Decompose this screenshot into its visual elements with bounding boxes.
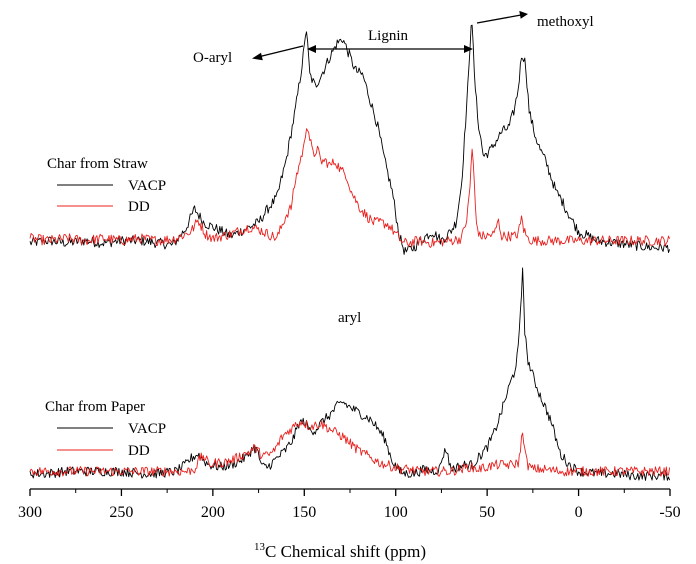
legend-label-paper-vacp: VACP xyxy=(128,421,166,437)
x-tick-label-150: 150 xyxy=(292,504,316,521)
x-tick-label-50: 50 xyxy=(479,504,495,521)
arrow-methoxyl xyxy=(476,14,522,24)
x-tick-label-250: 250 xyxy=(109,504,133,521)
series-paper-dd xyxy=(29,420,671,477)
legend-label-straw-dd: DD xyxy=(128,199,150,215)
arrow-o-aryl xyxy=(257,45,304,58)
series-layer xyxy=(29,24,671,481)
x-axis-label: 13C Chemical shift (ppm) xyxy=(254,541,426,561)
arrow-lignin-head-right xyxy=(464,45,473,53)
x-tick-label-200: 200 xyxy=(201,504,225,521)
annotation-lignin: Lignin xyxy=(368,28,408,44)
annotation-o-aryl: O-aryl xyxy=(193,50,232,66)
series-paper-vacp xyxy=(29,267,671,481)
x-ticks: 300 250 200 150 100 50 0 -50 xyxy=(18,489,681,521)
x-axis-label-sup: 13 xyxy=(254,541,266,553)
x-tick-label--50: -50 xyxy=(659,504,680,521)
arrow-o-aryl-head xyxy=(252,52,263,61)
legend-title-straw: Char from Straw xyxy=(47,156,148,172)
x-tick-label-100: 100 xyxy=(384,504,408,521)
annotation-methoxyl: methoxyl xyxy=(537,14,594,30)
legend-label-straw-vacp: VACP xyxy=(128,178,166,194)
x-tick-label-300: 300 xyxy=(18,504,42,521)
x-tick-label-0: 0 xyxy=(575,504,583,521)
series-straw-vacp xyxy=(29,24,671,255)
legend-title-paper: Char from Paper xyxy=(45,399,145,415)
legend-label-paper-dd: DD xyxy=(128,443,150,459)
arrow-lignin-head-left xyxy=(307,45,316,53)
x-axis-label-text: C Chemical shift (ppm) xyxy=(265,542,426,561)
arrow-methoxyl-head xyxy=(519,10,528,19)
series-straw-dd xyxy=(29,128,671,248)
annotation-aryl: aryl xyxy=(338,310,361,326)
